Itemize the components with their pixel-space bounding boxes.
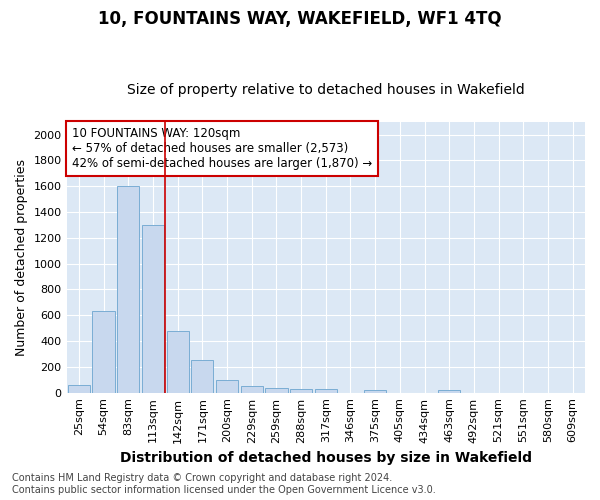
Bar [314, 390, 337, 392]
Bar [191, 360, 214, 392]
Bar [142, 225, 164, 392]
Bar [241, 386, 263, 392]
Bar [364, 390, 386, 392]
Bar [92, 312, 115, 392]
Bar [117, 186, 139, 392]
Bar [216, 380, 238, 392]
Bar [68, 384, 90, 392]
Text: 10 FOUNTAINS WAY: 120sqm
← 57% of detached houses are smaller (2,573)
42% of sem: 10 FOUNTAINS WAY: 120sqm ← 57% of detach… [72, 127, 372, 170]
Bar [265, 388, 287, 392]
Text: Contains HM Land Registry data © Crown copyright and database right 2024.
Contai: Contains HM Land Registry data © Crown c… [12, 474, 436, 495]
X-axis label: Distribution of detached houses by size in Wakefield: Distribution of detached houses by size … [120, 451, 532, 465]
Text: 10, FOUNTAINS WAY, WAKEFIELD, WF1 4TQ: 10, FOUNTAINS WAY, WAKEFIELD, WF1 4TQ [98, 10, 502, 28]
Title: Size of property relative to detached houses in Wakefield: Size of property relative to detached ho… [127, 83, 524, 97]
Y-axis label: Number of detached properties: Number of detached properties [15, 158, 28, 356]
Bar [438, 390, 460, 392]
Bar [167, 332, 189, 392]
Bar [290, 389, 312, 392]
